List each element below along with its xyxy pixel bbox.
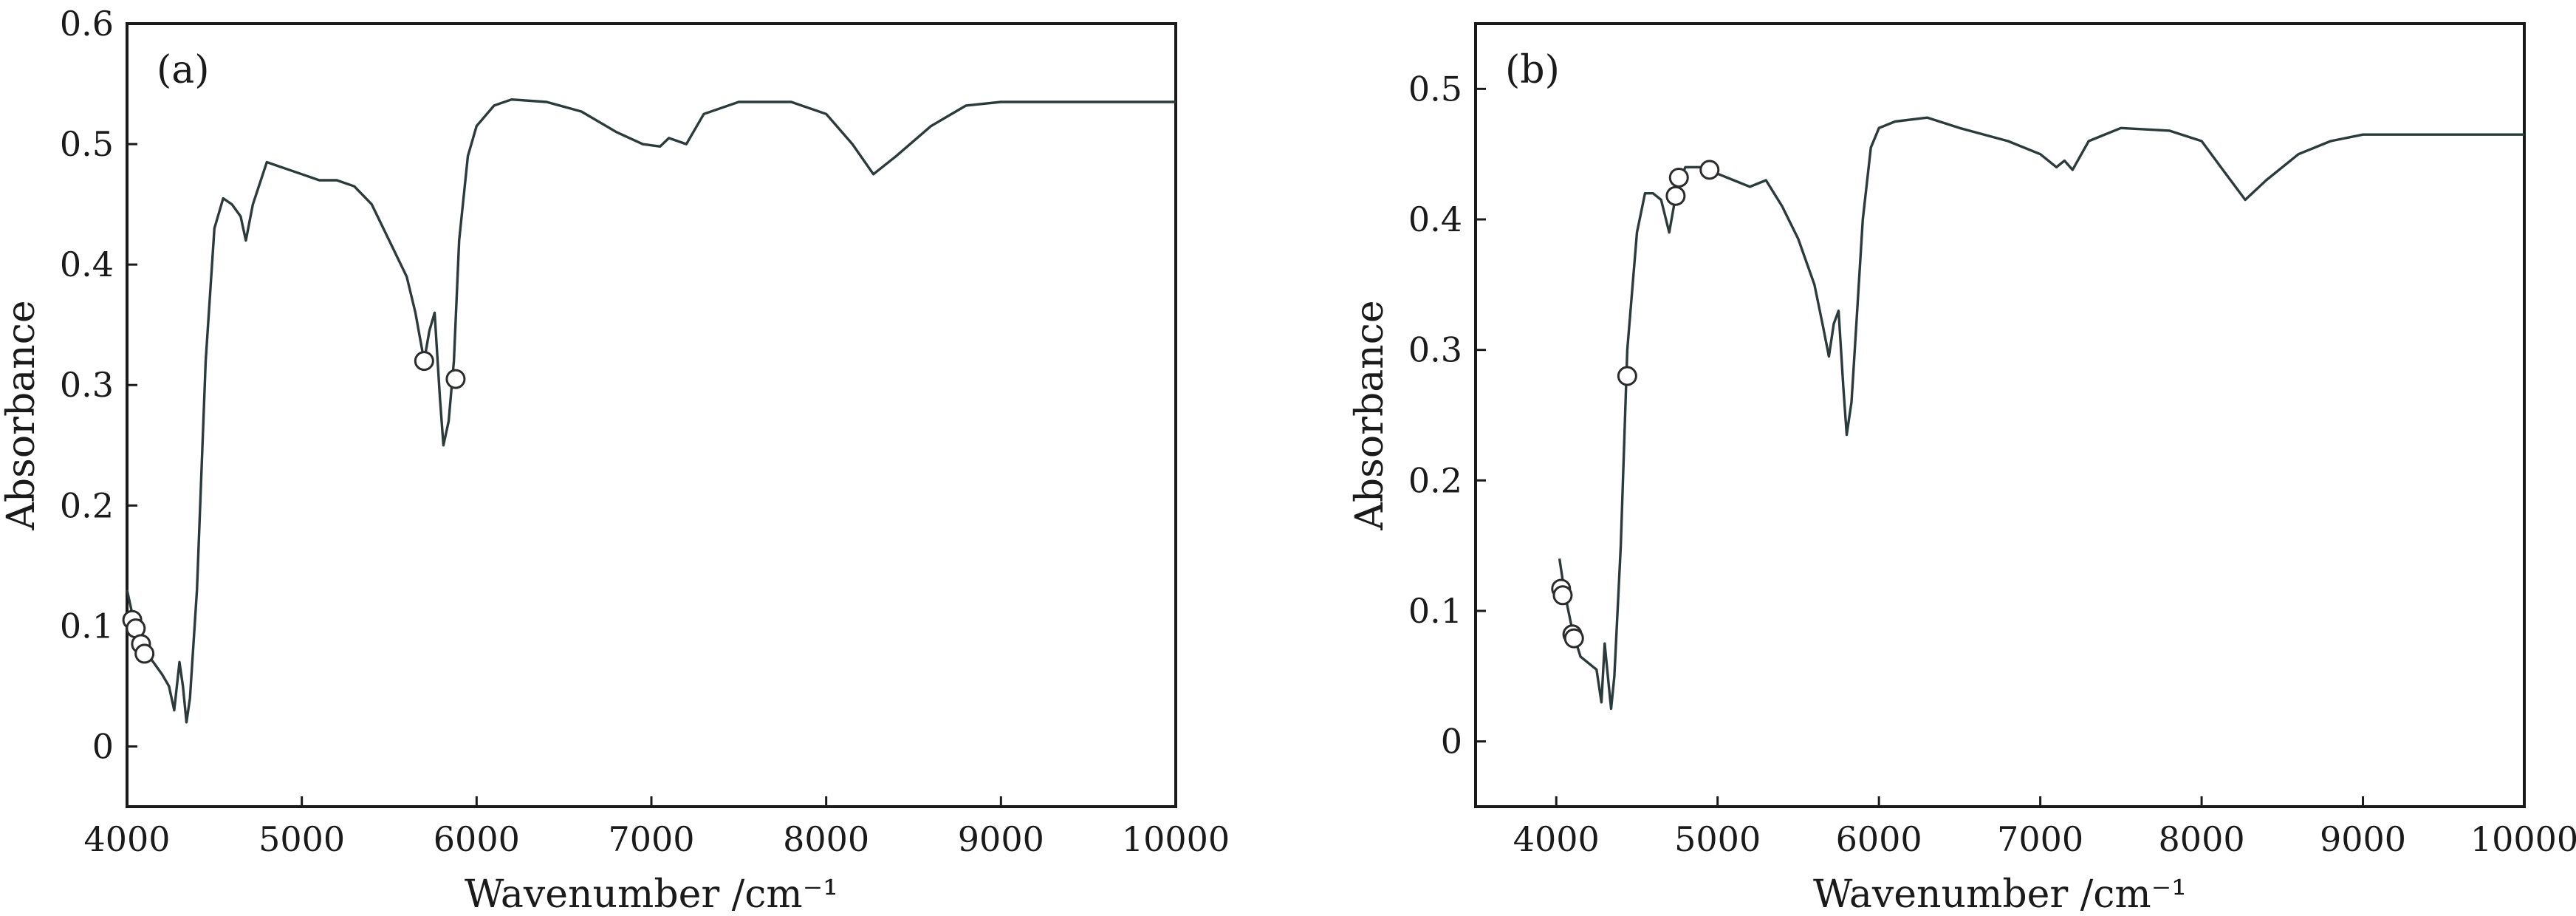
panel-a-chart: 4000 5000 6000 7000 8000 9000 10000 0 0.1 0.2 0.3 0… (0, 4, 1230, 916)
x-tick-label: 8000 (783, 819, 869, 859)
x-tick-label: 7000 (1997, 819, 2083, 859)
y-tick-label: 0.3 (1408, 330, 1462, 370)
panel-label: (a) (157, 48, 210, 92)
y-axis-label: Absorbance (0, 300, 44, 530)
x-tick-label: 9000 (958, 819, 1044, 859)
x-tick-label: 6000 (1836, 819, 1922, 859)
x-tick-label: 10000 (2470, 819, 2576, 859)
y-tick-label: 0.5 (1408, 69, 1462, 109)
x-tick-label: 6000 (434, 819, 520, 859)
y-tick-label: 0.6 (60, 4, 114, 44)
data-marker (1552, 585, 1573, 606)
y-tick-label: 0.1 (1408, 591, 1462, 631)
y-tick-label: 0.3 (60, 365, 114, 405)
x-tick-label: 5000 (258, 819, 345, 859)
x-axis-label: Wavenumber /cm⁻¹ (465, 872, 838, 916)
data-marker (1563, 628, 1584, 649)
spectrum-line (1558, 116, 2524, 711)
plot-frame (126, 22, 1177, 808)
spectrum-line (126, 98, 1176, 724)
panel-label: (b) (1505, 48, 1560, 92)
x-tick-label: 8000 (2159, 819, 2245, 859)
y-tick-label: 0.4 (1408, 199, 1462, 239)
x-tick-label: 7000 (608, 819, 694, 859)
y-tick-label: 0.1 (60, 606, 114, 646)
x-tick-label: 4000 (83, 819, 170, 859)
data-marker (414, 351, 434, 372)
y-tick-label: 0 (1441, 722, 1462, 762)
y-tick-label: 0.5 (60, 124, 114, 164)
x-axis-label: Wavenumber /cm⁻¹ (1813, 872, 2187, 916)
x-tick-label: 10000 (1122, 819, 1230, 859)
x-tick-label: 5000 (1674, 819, 1761, 859)
panel-b-chart: 4000 5000 6000 7000 8000 9000 10000 0 0.1 0.2 0.3 0… (1348, 22, 2576, 916)
x-tick-label: 9000 (2320, 819, 2406, 859)
y-axis-label: Absorbance (1348, 300, 1392, 530)
data-marker (1699, 160, 1720, 180)
data-marker (1665, 185, 1686, 206)
x-tick-label: 4000 (1513, 819, 1600, 859)
y-tick-label: 0.4 (60, 245, 114, 284)
data-marker (1617, 366, 1637, 386)
y-tick-label: 0.2 (1408, 460, 1462, 500)
data-marker (1668, 167, 1689, 188)
y-tick-label: 0 (92, 726, 114, 766)
data-marker (445, 369, 466, 389)
data-marker (134, 643, 155, 664)
plot-frame (1474, 22, 2526, 808)
y-tick-label: 0.2 (60, 485, 114, 525)
